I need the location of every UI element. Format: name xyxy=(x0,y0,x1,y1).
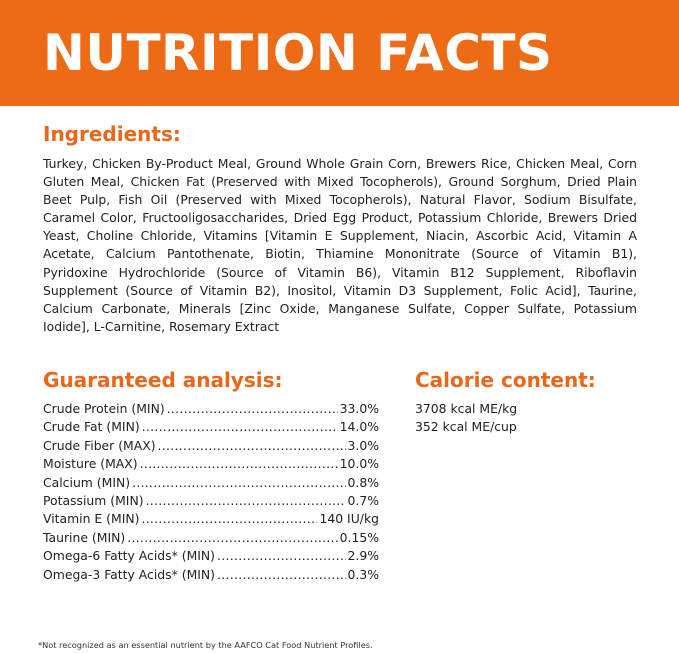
guaranteed-analysis-heading: Guaranteed analysis: xyxy=(43,368,283,392)
analysis-row-crude-protein: Crude Protein (MIN) 33.0% xyxy=(43,400,379,418)
dot-leader xyxy=(146,492,346,510)
analysis-label: Crude Fiber (MAX) xyxy=(43,437,156,453)
dot-leader xyxy=(142,418,338,436)
analysis-value: 14.0% xyxy=(339,419,379,435)
ingredients-text: Turkey, Chicken By-Product Meal, Ground … xyxy=(43,156,637,334)
dot-leader xyxy=(132,474,345,492)
analysis-value: 140 IU/kg xyxy=(319,511,379,527)
banner-title: NUTRITION FACTS xyxy=(43,24,553,82)
analysis-row-taurine: Taurine (MIN) 0.15% xyxy=(43,529,379,547)
dot-leader xyxy=(158,437,346,455)
analysis-value: 33.0% xyxy=(339,401,379,416)
analysis-label: Omega-3 Fatty Acids* (MIN) xyxy=(43,566,216,582)
analysis-value: 0.8% xyxy=(347,474,379,490)
calorie-per-cup: 352 kcal ME/cup xyxy=(415,419,517,435)
analysis-label: Taurine (MIN) xyxy=(43,529,126,545)
dot-leader xyxy=(127,529,337,547)
calorie-content-heading: Calorie content: xyxy=(415,368,596,392)
analysis-row-omega-3: Omega-3 Fatty Acids* (MIN) 0.3% xyxy=(43,566,379,584)
analysis-label: Potassium (MIN) xyxy=(43,492,144,508)
analysis-row-vitamin-e: Vitamin E (MIN) 140 IU/kg xyxy=(43,510,379,528)
analysis-value: 0.15% xyxy=(339,529,379,545)
analysis-value: 3.0% xyxy=(347,437,379,453)
dot-leader xyxy=(140,455,338,473)
analysis-value: 10.0% xyxy=(339,456,379,472)
nutrition-facts-banner: NUTRITION FACTS xyxy=(0,0,679,106)
analysis-value: 0.7% xyxy=(347,492,379,508)
analysis-label: Omega-6 Fatty Acids* (MIN) xyxy=(43,548,216,564)
analysis-label: Moisture (MAX) xyxy=(43,456,138,472)
analysis-row-omega-6: Omega-6 Fatty Acids* (MIN) 2.9% xyxy=(43,547,379,565)
analysis-row-moisture: Moisture (MAX) 10.0% xyxy=(43,455,379,473)
dot-leader xyxy=(217,566,345,584)
dot-leader xyxy=(217,547,345,565)
analysis-label: Vitamin E (MIN) xyxy=(43,511,140,527)
analysis-value: 2.9% xyxy=(347,548,379,564)
calorie-per-kg: 3708 kcal ME/kg xyxy=(415,401,518,416)
footnote: *Not recognized as an essential nutrient… xyxy=(38,640,373,650)
ingredients-heading: Ingredients: xyxy=(43,122,181,146)
analysis-label: Crude Protein (MIN) xyxy=(43,401,165,416)
analysis-label: Calcium (MIN) xyxy=(43,474,131,490)
dot-leader xyxy=(167,400,338,418)
analysis-row-crude-fat: Crude Fat (MIN) 14.0% xyxy=(43,418,379,436)
dot-leader xyxy=(141,510,317,528)
guaranteed-analysis-list: Crude Protein (MIN) 33.0% Crude Fat (MIN… xyxy=(43,400,379,584)
analysis-row-potassium: Potassium (MIN) 0.7% xyxy=(43,492,379,510)
calorie-content-list: 3708 kcal ME/kg 352 kcal ME/cup xyxy=(415,400,517,437)
analysis-row-crude-fiber: Crude Fiber (MAX) 3.0% xyxy=(43,437,379,455)
analysis-value: 0.3% xyxy=(347,566,379,582)
analysis-row-calcium: Calcium (MIN) 0.8% xyxy=(43,474,379,492)
analysis-label: Crude Fat (MIN) xyxy=(43,419,140,435)
